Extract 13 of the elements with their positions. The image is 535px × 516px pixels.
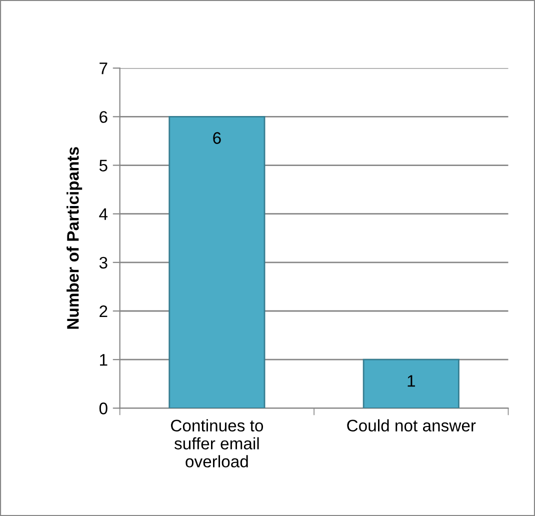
y-tick-label: 0 — [99, 402, 108, 414]
x-tick-label: Continues to suffer email overload — [171, 419, 264, 468]
y-tick-label: 2 — [100, 305, 108, 318]
data-label: 1 — [408, 375, 415, 387]
y-tick-label: 4 — [99, 208, 108, 220]
y-tick-label: 3 — [99, 256, 108, 269]
y-axis-title: Number of Participants — [66, 147, 82, 329]
y-tick-label: 7 — [100, 62, 108, 74]
data-label: 6 — [213, 132, 221, 144]
y-tick-label: 5 — [99, 160, 108, 172]
y-tick-label: 6 — [100, 111, 108, 123]
y-tick-label: 1 — [100, 354, 108, 366]
x-tick-label: Could not answer — [347, 419, 476, 432]
